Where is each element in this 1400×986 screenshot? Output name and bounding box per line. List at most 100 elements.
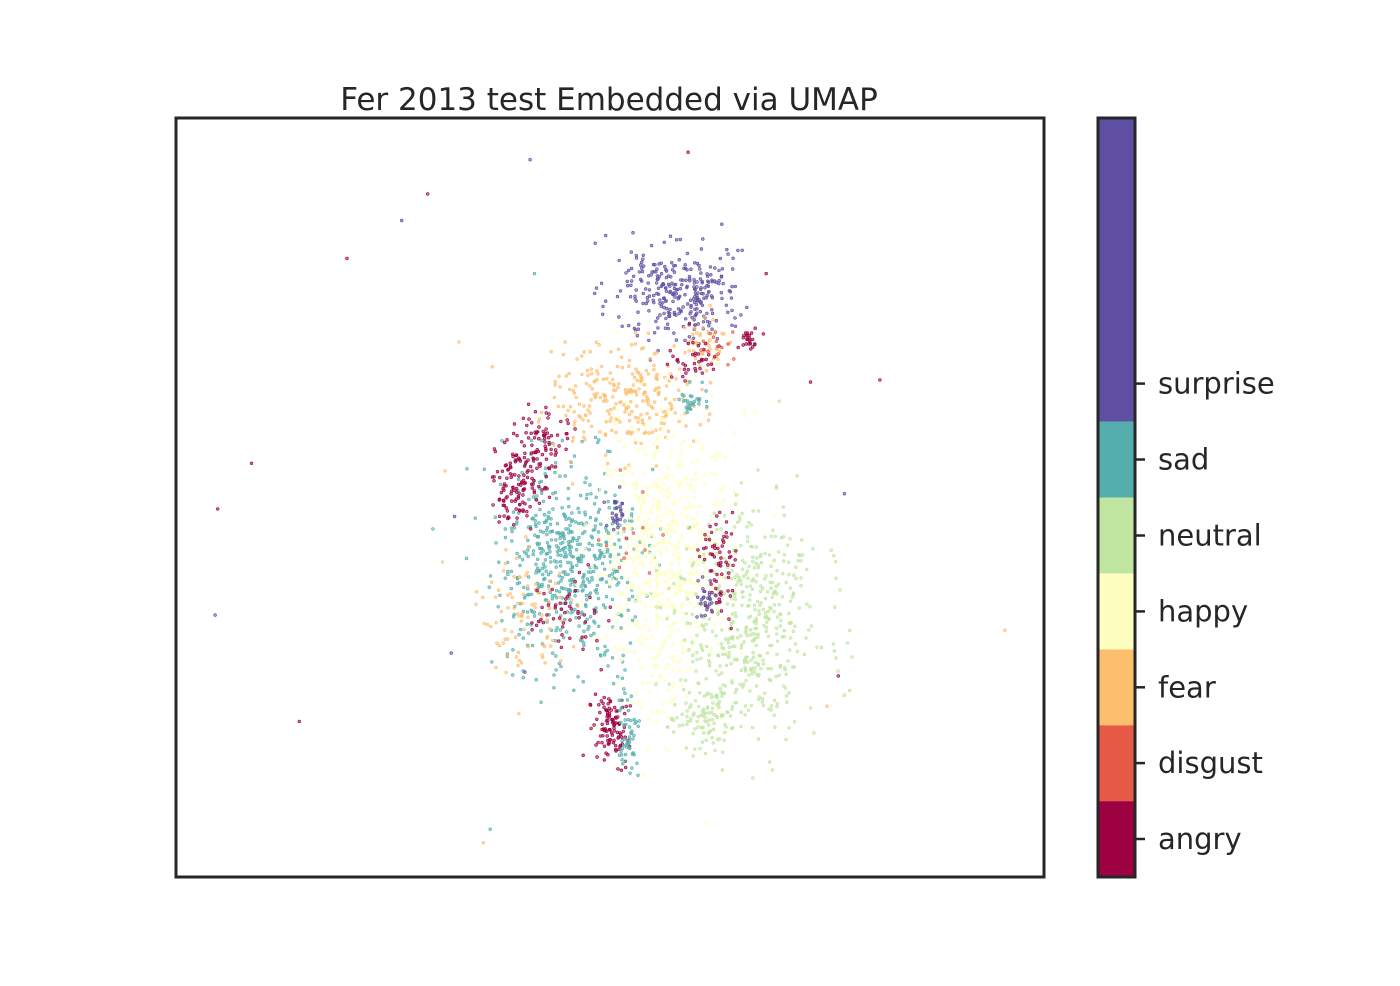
scatter-point-happy: [715, 607, 720, 611]
scatter-point-neutral: [712, 570, 716, 574]
scatter-point-angry: [716, 546, 720, 551]
scatter-point-neutral: [703, 715, 707, 720]
scatter-point-happy: [650, 673, 654, 677]
scatter-point-neutral: [739, 710, 743, 714]
scatter-point-neutral: [702, 694, 706, 698]
scatter-point-surprise: [618, 509, 623, 513]
scatter-point-neutral: [782, 635, 786, 639]
scatter-point-neutral: [691, 659, 695, 664]
scatter-point-surprise: [633, 328, 638, 332]
scatter-point-sad: [581, 641, 586, 645]
scatter-point-fear: [592, 379, 596, 384]
scatter-point-angry: [553, 465, 558, 469]
scatter-point-angry: [750, 345, 755, 349]
scatter-point-surprise: [680, 283, 684, 287]
scatter-point-fear: [701, 325, 705, 330]
scatter-point-happy: [677, 460, 682, 464]
colorbar-segment-neutral: [1098, 497, 1135, 574]
scatter-point-neutral: [754, 545, 758, 549]
scatter-point-surprise: [669, 275, 673, 279]
scatter-point-angry: [726, 589, 730, 593]
scatter-point-fear: [569, 598, 573, 602]
scatter-point-fear: [588, 411, 592, 415]
scatter-point-surprise: [699, 271, 703, 275]
scatter-point-neutral: [748, 628, 753, 632]
scatter-point-surprise: [678, 237, 682, 242]
scatter-point-sad: [623, 668, 627, 672]
scatter-point-surprise: [664, 275, 669, 280]
scatter-point-sad: [517, 554, 522, 559]
scatter-point-sad: [598, 653, 603, 657]
scatter-point-fear: [526, 545, 531, 549]
scatter-point-angry: [568, 618, 572, 622]
scatter-point-neutral: [744, 655, 748, 659]
scatter-point-happy: [628, 516, 632, 520]
scatter-point-surprise: [662, 240, 666, 245]
scatter-point-neutral: [711, 741, 715, 745]
scatter-point-fear: [593, 395, 598, 400]
scatter-point-neutral: [694, 592, 698, 596]
scatter-point-happy: [684, 482, 689, 486]
scatter-point-happy: [603, 573, 608, 577]
scatter-point-angry: [619, 768, 623, 772]
scatter-point-sad: [543, 565, 547, 569]
scatter-point-angry: [596, 740, 600, 745]
scatter-point-sad: [616, 552, 621, 557]
scatter-point-sad: [522, 550, 526, 554]
scatter-point-neutral: [769, 564, 773, 568]
scatter-point-neutral: [720, 652, 725, 656]
scatter-point-sad: [431, 527, 435, 531]
scatter-point-happy: [634, 480, 639, 484]
scatter-point-happy: [673, 479, 677, 483]
scatter-point-fear: [654, 464, 658, 468]
scatter-point-neutral: [777, 673, 781, 678]
scatter-point-angry: [495, 470, 500, 474]
scatter-point-neutral: [701, 725, 705, 730]
scatter-point-neutral: [654, 682, 658, 686]
scatter-point-fear: [504, 670, 508, 675]
scatter-point-sad: [526, 575, 531, 579]
scatter-point-sad: [522, 596, 527, 600]
scatter-point-sad: [539, 700, 543, 704]
scatter-point-happy: [701, 447, 705, 451]
scatter-point-surprise: [707, 592, 712, 597]
scatter-point-sad: [616, 580, 621, 585]
scatter-point-neutral: [745, 524, 749, 529]
scatter-point-neutral: [775, 592, 779, 596]
scatter-point-surprise: [698, 309, 702, 314]
scatter-point-surprise: [639, 279, 644, 283]
scatter-point-neutral: [784, 580, 788, 585]
scatter-point-surprise: [684, 278, 688, 282]
scatter-point-angry: [750, 337, 755, 342]
scatter-point-happy: [681, 615, 685, 620]
scatter-point-sad: [631, 737, 635, 741]
scatter-point-neutral: [723, 730, 727, 734]
scatter-point-sad: [581, 581, 585, 586]
scatter-point-neutral: [761, 607, 765, 611]
scatter-point-angry: [522, 464, 527, 468]
scatter-point-angry: [730, 510, 735, 515]
scatter-point-angry: [753, 326, 757, 330]
scatter-point-angry: [724, 530, 728, 535]
scatter-point-neutral: [747, 615, 751, 620]
scatter-point-angry: [530, 469, 534, 473]
scatter-point-neutral: [687, 690, 692, 695]
scatter-point-fear: [520, 601, 525, 606]
scatter-point-angry: [608, 605, 612, 609]
scatter-point-neutral: [735, 658, 740, 662]
scatter-point-happy: [720, 488, 725, 493]
scatter-point-neutral: [721, 713, 725, 717]
scatter-point-neutral: [780, 595, 784, 599]
scatter-point-sad: [539, 491, 544, 495]
scatter-point-happy: [657, 652, 661, 656]
scatter-point-angry: [592, 611, 597, 615]
scatter-point-neutral: [752, 638, 756, 642]
scatter-point-angry: [561, 621, 566, 625]
scatter-point-surprise: [730, 308, 734, 313]
scatter-point-happy: [664, 506, 668, 510]
scatter-point-sad: [497, 560, 501, 564]
scatter-point-surprise: [728, 290, 733, 294]
scatter-point-sad: [526, 548, 530, 552]
scatter-point-happy: [632, 651, 637, 655]
scatter-point-angry: [513, 473, 517, 477]
